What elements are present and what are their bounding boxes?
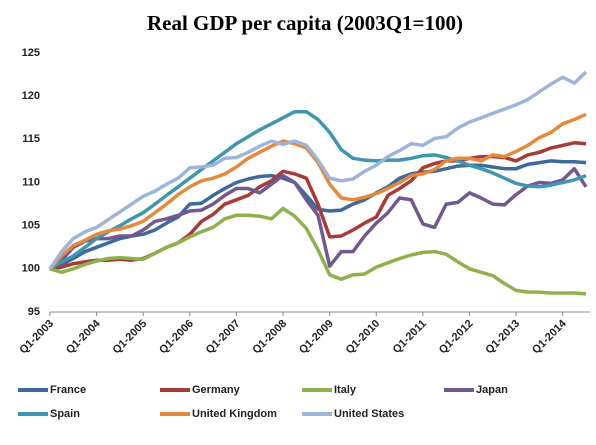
series-line (49, 206, 587, 296)
y-tick-label: 125 (22, 47, 40, 59)
x-tick-label: Q1-2012 (437, 318, 476, 357)
y-tick-label: 95 (28, 306, 40, 318)
series-line (49, 109, 587, 271)
legend-label: Italy (334, 384, 357, 396)
x-tick-label: Q1-2014 (530, 317, 569, 356)
x-tick-label: Q1-2004 (64, 317, 103, 356)
y-tick-label: 105 (22, 220, 40, 232)
legend-label: Spain (50, 408, 80, 420)
legend-label: France (50, 384, 86, 396)
legend-label: Japan (476, 384, 508, 396)
x-tick-label: Q1-2009 (297, 318, 336, 357)
y-tick-label: 115 (22, 133, 40, 145)
y-tick-label: 120 (22, 90, 40, 102)
y-tick-label: 100 (22, 263, 40, 275)
series-line (48, 112, 587, 270)
x-tick-label: Q1-2008 (250, 318, 289, 357)
series-line (48, 70, 588, 270)
x-tick-label: Q1-2011 (391, 318, 429, 356)
chart-title: Real GDP per capita (2003Q1=100) (147, 11, 463, 35)
legend-label: United Kingdom (192, 408, 277, 420)
y-tick-label: 110 (22, 176, 40, 188)
series-line (48, 166, 588, 271)
legend-label: Germany (192, 384, 241, 396)
legend-label: United States (334, 408, 404, 420)
x-tick-label: Q1-2006 (157, 318, 196, 357)
x-tick-label: Q1-2007 (204, 318, 243, 357)
x-tick-label: Q1-2010 (344, 318, 383, 357)
x-tick-label: Q1-2013 (483, 318, 522, 357)
x-tick-label: Q1-2003 (17, 318, 56, 357)
x-tick-label: Q1-2005 (111, 318, 150, 357)
